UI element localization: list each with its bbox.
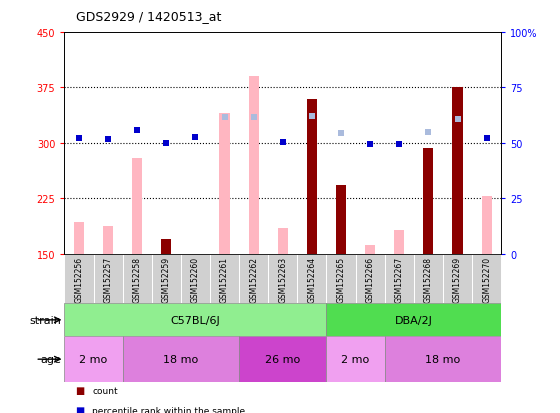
- Bar: [220, 114, 230, 254]
- Text: GSM152260: GSM152260: [191, 256, 200, 302]
- Text: 2 mo: 2 mo: [342, 354, 370, 364]
- Bar: [326, 337, 385, 382]
- Bar: [336, 185, 346, 254]
- Text: GSM152269: GSM152269: [453, 256, 462, 302]
- Text: GSM152266: GSM152266: [366, 256, 375, 302]
- Bar: [181, 254, 210, 304]
- Text: GSM152270: GSM152270: [482, 256, 491, 302]
- Text: DBA/2J: DBA/2J: [395, 315, 433, 325]
- Text: GSM152267: GSM152267: [395, 256, 404, 302]
- Bar: [74, 222, 84, 254]
- Text: GSM152265: GSM152265: [337, 256, 346, 302]
- Text: C57BL/6J: C57BL/6J: [171, 315, 220, 325]
- Bar: [123, 254, 152, 304]
- Bar: [268, 254, 297, 304]
- Text: GSM152257: GSM152257: [104, 256, 113, 302]
- Text: strain: strain: [30, 315, 62, 325]
- Text: GSM152258: GSM152258: [133, 256, 142, 302]
- Bar: [278, 228, 288, 254]
- Text: GSM152263: GSM152263: [278, 256, 287, 302]
- Text: GSM152268: GSM152268: [424, 256, 433, 302]
- Bar: [452, 88, 463, 254]
- Bar: [297, 254, 326, 304]
- Text: count: count: [92, 386, 118, 395]
- Bar: [443, 254, 472, 304]
- Bar: [385, 337, 501, 382]
- Bar: [307, 99, 317, 254]
- Bar: [239, 337, 326, 382]
- Text: percentile rank within the sample: percentile rank within the sample: [92, 406, 245, 413]
- Bar: [64, 304, 326, 337]
- Text: 18 mo: 18 mo: [426, 354, 460, 364]
- Bar: [326, 304, 501, 337]
- Text: ■: ■: [76, 385, 85, 395]
- Text: 18 mo: 18 mo: [164, 354, 198, 364]
- Bar: [249, 77, 259, 254]
- Bar: [365, 245, 375, 254]
- Text: 2 mo: 2 mo: [80, 354, 108, 364]
- Text: GSM152261: GSM152261: [220, 256, 229, 302]
- Text: ■: ■: [76, 405, 85, 413]
- Bar: [423, 149, 433, 254]
- Bar: [356, 254, 385, 304]
- Bar: [482, 197, 492, 254]
- Bar: [64, 254, 94, 304]
- Text: 26 mo: 26 mo: [265, 354, 300, 364]
- Text: age: age: [41, 354, 62, 364]
- Bar: [152, 254, 181, 304]
- Bar: [64, 337, 123, 382]
- Text: GSM152259: GSM152259: [162, 256, 171, 302]
- Bar: [385, 254, 414, 304]
- Bar: [210, 254, 239, 304]
- Bar: [132, 158, 142, 254]
- Bar: [472, 254, 501, 304]
- Bar: [103, 226, 113, 254]
- Bar: [414, 254, 443, 304]
- Bar: [394, 230, 404, 254]
- Bar: [94, 254, 123, 304]
- Text: GSM152264: GSM152264: [307, 256, 316, 302]
- Bar: [123, 337, 239, 382]
- Text: GSM152262: GSM152262: [249, 256, 258, 302]
- Text: GSM152256: GSM152256: [74, 256, 83, 302]
- Bar: [161, 239, 171, 254]
- Text: GDS2929 / 1420513_at: GDS2929 / 1420513_at: [76, 10, 221, 23]
- Bar: [326, 254, 356, 304]
- Bar: [239, 254, 268, 304]
